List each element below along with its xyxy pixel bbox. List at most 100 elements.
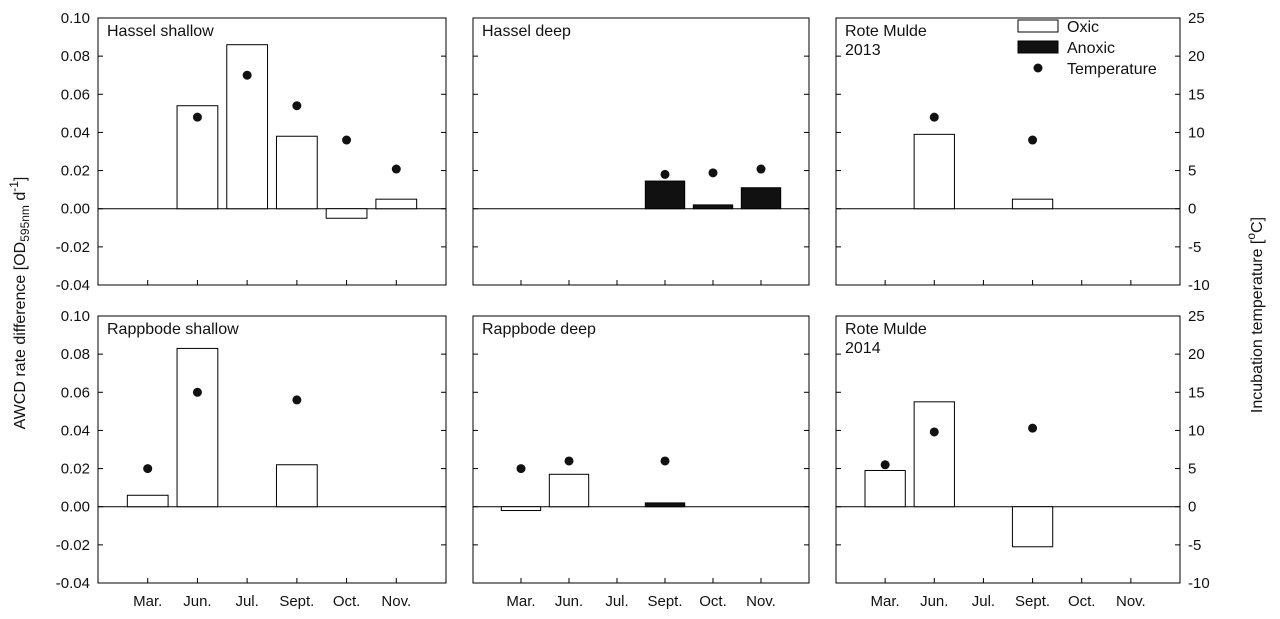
y-tick-label-right: -5	[1188, 239, 1201, 256]
legend-swatch-oxic	[1017, 19, 1059, 33]
temperature-point-nov	[756, 164, 766, 174]
bar-oxic-mar	[500, 506, 542, 512]
bar-oxic-mar	[864, 469, 906, 508]
x-tick-label-jul: Jul.	[972, 593, 995, 610]
temperature-point-sept	[292, 395, 302, 405]
bar-oxic-sept	[1011, 506, 1054, 548]
bar-anoxic-sept	[644, 502, 686, 508]
x-tick-label-oct: Oct.	[699, 593, 727, 610]
bar-oxic-oct	[325, 208, 368, 219]
temperature-point-nov	[391, 164, 401, 174]
y-tick-label-right: 0	[1188, 499, 1196, 516]
y-tick-label-left: -0.04	[56, 277, 90, 294]
x-tick-label-nov: Nov.	[381, 593, 411, 610]
y-tick-label-right: 20	[1188, 48, 1205, 65]
x-tick-label-jun: Jun.	[920, 593, 948, 610]
panel-frame	[472, 17, 810, 286]
y-tick-label-left: 0.08	[61, 346, 90, 363]
y-tick-label-left: 0.04	[61, 124, 90, 141]
y-tick-label-right: 0	[1188, 201, 1196, 218]
y-tick-label-right: 5	[1188, 163, 1196, 180]
temperature-point-jun	[929, 112, 939, 122]
legend-label-temperature: Temperature	[1067, 61, 1157, 78]
bar-anoxic-nov	[740, 187, 782, 210]
y-tick-label-right: 5	[1188, 461, 1196, 478]
panel-title-line: Rappbode shallow	[107, 321, 239, 338]
panel-title-line: 2013	[845, 42, 881, 59]
panel-frame	[835, 17, 1181, 286]
x-tick-label-nov: Nov.	[1116, 593, 1146, 610]
x-tick-label-jun: Jun.	[183, 593, 211, 610]
panel-title-line: Rote Mulde	[845, 321, 927, 338]
bar-oxic-sept	[275, 464, 318, 508]
y-tick-label-right: 20	[1188, 346, 1205, 363]
axis-titles: AWCD rate difference [OD595nm d-1] Incub…	[7, 177, 1266, 430]
y-tick-label-left: 0.04	[61, 422, 90, 439]
bar-oxic-sept	[275, 135, 318, 210]
y-tick-label-right: 25	[1188, 308, 1205, 325]
panel-hassel-deep: Hassel deep	[472, 17, 810, 286]
y-tick-label-left: 0.00	[61, 201, 90, 218]
y-tick-label-left: 0.06	[61, 384, 90, 401]
panel-hassel-shallow: 0.10 0.08 0.06 0.04 0.02 0.00 -0.02 -0.04 Hassel…	[56, 10, 447, 294]
bar-anoxic-oct	[692, 204, 734, 210]
y-tick-label-left: -0.02	[56, 537, 90, 554]
temperature-point-jul	[242, 70, 252, 80]
x-tick-label-mar: Mar.	[871, 593, 900, 610]
y-tick-label-left: 0.02	[61, 163, 90, 180]
panel-title-line: Hassel deep	[482, 23, 571, 40]
bar-oxic-jun	[176, 105, 219, 210]
temperature-point-jun	[564, 456, 574, 466]
bar-oxic-mar	[126, 494, 169, 508]
bar-oxic-nov	[375, 198, 418, 210]
y-tick-label-right: 25	[1188, 10, 1205, 27]
panel-rappbode-shallow: 0.10 0.08 0.06 0.04 0.02 0.00 -0.02 -0.04 Mar. Ju…	[56, 308, 447, 610]
x-tick-label-jun: Jun.	[555, 593, 583, 610]
legend-swatch-temperature	[1033, 63, 1043, 73]
temperature-point-mar	[880, 460, 890, 470]
legend-label-anoxic: Anoxic	[1067, 40, 1115, 57]
x-tick-label-oct: Oct.	[1068, 593, 1096, 610]
temperature-point-sept	[292, 101, 302, 111]
temperature-point-mar	[143, 464, 153, 474]
panel-title-line: Hassel shallow	[107, 23, 214, 40]
panel-title-line: 2014	[845, 340, 881, 357]
temperature-point-oct	[342, 135, 352, 145]
x-tick-label-sept: Sept.	[647, 593, 682, 610]
panel-title-line: Rote Mulde	[845, 23, 927, 40]
bar-oxic-jul	[226, 44, 269, 210]
x-tick-label-mar: Mar.	[133, 593, 162, 610]
y-tick-label-right: 10	[1188, 124, 1205, 141]
temperature-point-jun	[929, 427, 939, 437]
panel-rote-mulde-2013: 25 20 15 10 5 0 -5 -10 Rote Mulde 2013 Oxic Anoxic T…	[835, 10, 1210, 294]
temperature-point-jun	[192, 112, 202, 122]
bar-oxic-jun	[548, 473, 590, 508]
bar-oxic-jun	[176, 347, 219, 508]
temperature-point-sept	[1028, 135, 1038, 145]
bar-oxic-jun	[913, 401, 955, 508]
y-tick-label-left: 0.00	[61, 499, 90, 516]
temperature-point-jun	[192, 387, 202, 397]
y-tick-label-right: -10	[1188, 277, 1210, 294]
legend-label-oxic: Oxic	[1067, 19, 1099, 36]
y-tick-label-left: -0.04	[56, 575, 90, 592]
temperature-point-sept	[660, 456, 670, 466]
legend: Oxic Anoxic Temperature	[1017, 19, 1157, 78]
y-axis-left-title: AWCD rate difference [OD595nm d-1]	[7, 177, 32, 430]
panel-rappbode-deep: Mar. Jun. Jul. Sept. Oct. Nov. Rappbode deep	[472, 315, 810, 610]
x-tick-label-sept: Sept.	[279, 593, 314, 610]
temperature-point-sept	[1028, 423, 1038, 433]
y-tick-label-left: -0.02	[56, 239, 90, 256]
x-tick-label-oct: Oct.	[333, 593, 361, 610]
x-tick-label-sept: Sept.	[1015, 593, 1050, 610]
y-tick-label-right: -5	[1188, 537, 1201, 554]
temperature-point-sept	[660, 169, 670, 179]
y-tick-label-left: 0.10	[61, 308, 90, 325]
panel-rote-mulde-2014: 25 20 15 10 5 0 -5 -10 Mar. Jun. Jul. Sept. Oct. Nov.…	[835, 308, 1210, 610]
bar-oxic-jun	[913, 133, 955, 210]
temperature-point-oct	[708, 168, 718, 178]
y-tick-label-left: 0.10	[61, 10, 90, 27]
x-tick-label-mar: Mar.	[506, 593, 535, 610]
panel-frame	[472, 315, 810, 584]
